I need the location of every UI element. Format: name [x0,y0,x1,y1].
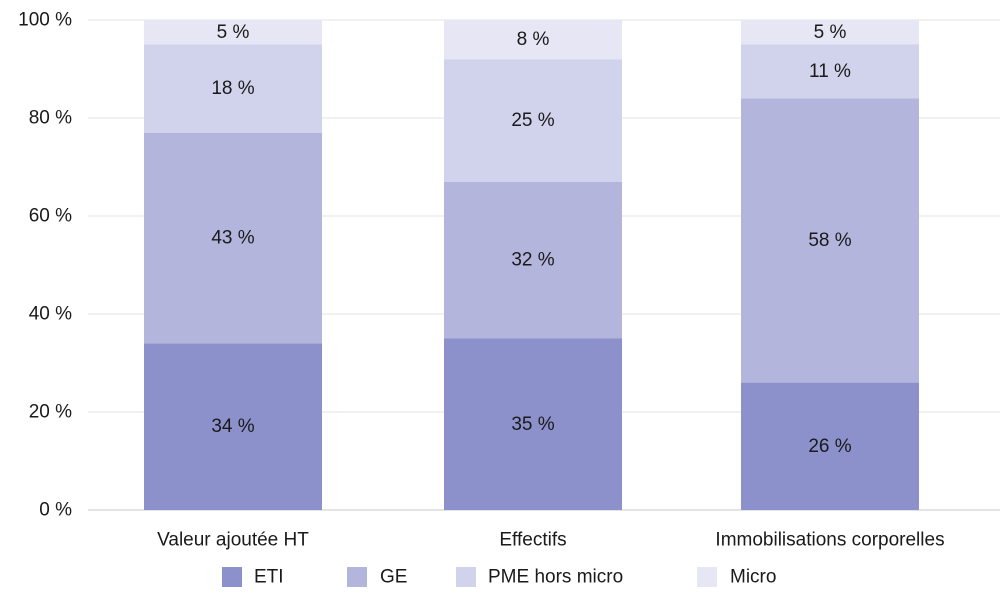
legend-label: ETI [254,567,284,588]
x-category-label: Immobilisations corporelles [715,530,944,551]
y-tick-label: 80 % [29,108,72,129]
data-labels: 34 % 43 % 18 % 5 % 35 % 32 % 25 % 8 % 26 % 58 % 11… [211,22,851,457]
legend-item: GE [347,567,407,588]
legend-item: Micro [697,567,776,588]
bar-segment [444,181,622,339]
legend-item: PME hors micro [456,567,623,588]
bar-segment [444,338,622,510]
data-label: 34 % [211,416,254,437]
data-label: 43 % [211,228,254,249]
bar-segment [741,382,919,510]
data-label: 35 % [511,414,554,435]
y-axis: 0 % 20 % 40 % 60 % 80 % 100 % [18,10,72,521]
y-tick-label: 20 % [29,402,72,423]
data-label: 11 % [809,61,851,82]
bar-segment [741,44,919,99]
bar-segment [444,20,622,60]
legend-swatch [347,567,367,587]
legend-swatch [697,567,717,587]
y-tick-label: 0 % [39,500,72,521]
legend-label: Micro [730,567,776,588]
data-label: 5 % [217,22,250,43]
bar-segment [144,343,322,510]
bar-segment [144,20,322,45]
data-label: 26 % [808,436,851,457]
data-label: 32 % [511,250,554,271]
y-tick-label: 40 % [29,304,72,325]
bar-segment [741,20,919,45]
y-tick-label: 60 % [29,206,72,227]
legend-item: ETI [222,567,284,588]
bar-segment [144,44,322,133]
data-label: 25 % [511,110,554,131]
y-tick-label: 100 % [18,10,72,31]
legend-swatch [222,567,242,587]
bar-segment [144,132,322,344]
bars [144,20,919,510]
x-category-label: Valeur ajoutée HT [157,530,309,551]
bar-segment [444,59,622,182]
legend-swatch [456,567,476,587]
legend-label: GE [380,567,407,588]
bar-segment [741,98,919,383]
legend: ETI GE PME hors micro Micro [222,567,776,588]
data-label: 58 % [808,230,851,251]
data-label: 5 % [814,22,847,43]
data-label: 18 % [211,78,254,99]
x-axis: Valeur ajoutée HT Effectifs Immobilisation… [157,530,944,551]
legend-label: PME hors micro [488,567,623,588]
data-label: 8 % [517,29,550,50]
x-category-label: Effectifs [499,530,566,551]
